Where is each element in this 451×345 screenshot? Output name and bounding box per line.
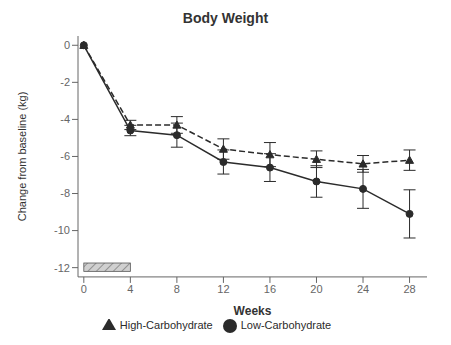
svg-text:-10: -10	[54, 224, 70, 236]
svg-text:-12: -12	[54, 262, 70, 274]
svg-text:24: 24	[357, 283, 369, 295]
svg-text:Change from baseline (kg): Change from baseline (kg)	[16, 92, 28, 222]
html-text:High-Carbohydrate: High-Carbohydrate	[119, 318, 213, 331]
svg-text:-8: -8	[60, 187, 70, 199]
svg-text:Weeks: Weeks	[234, 304, 272, 318]
svg-text:12: 12	[217, 283, 229, 295]
svg-text:8: 8	[174, 283, 180, 295]
svg-text:-2: -2	[60, 76, 70, 88]
svg-text:28: 28	[403, 283, 415, 295]
html-text:Low-Carbohydrate: Low-Carbohydrate	[240, 318, 332, 331]
svg-text:-6: -6	[60, 150, 70, 162]
svg-text:16: 16	[264, 283, 276, 295]
html-text:Body Weight: Body Weight	[182, 10, 269, 26]
svg-text:-4: -4	[60, 113, 70, 125]
svg-text:0: 0	[81, 283, 87, 295]
svg-text:4: 4	[127, 283, 133, 295]
svg-text:20: 20	[310, 283, 322, 295]
svg-text:0: 0	[64, 39, 70, 51]
